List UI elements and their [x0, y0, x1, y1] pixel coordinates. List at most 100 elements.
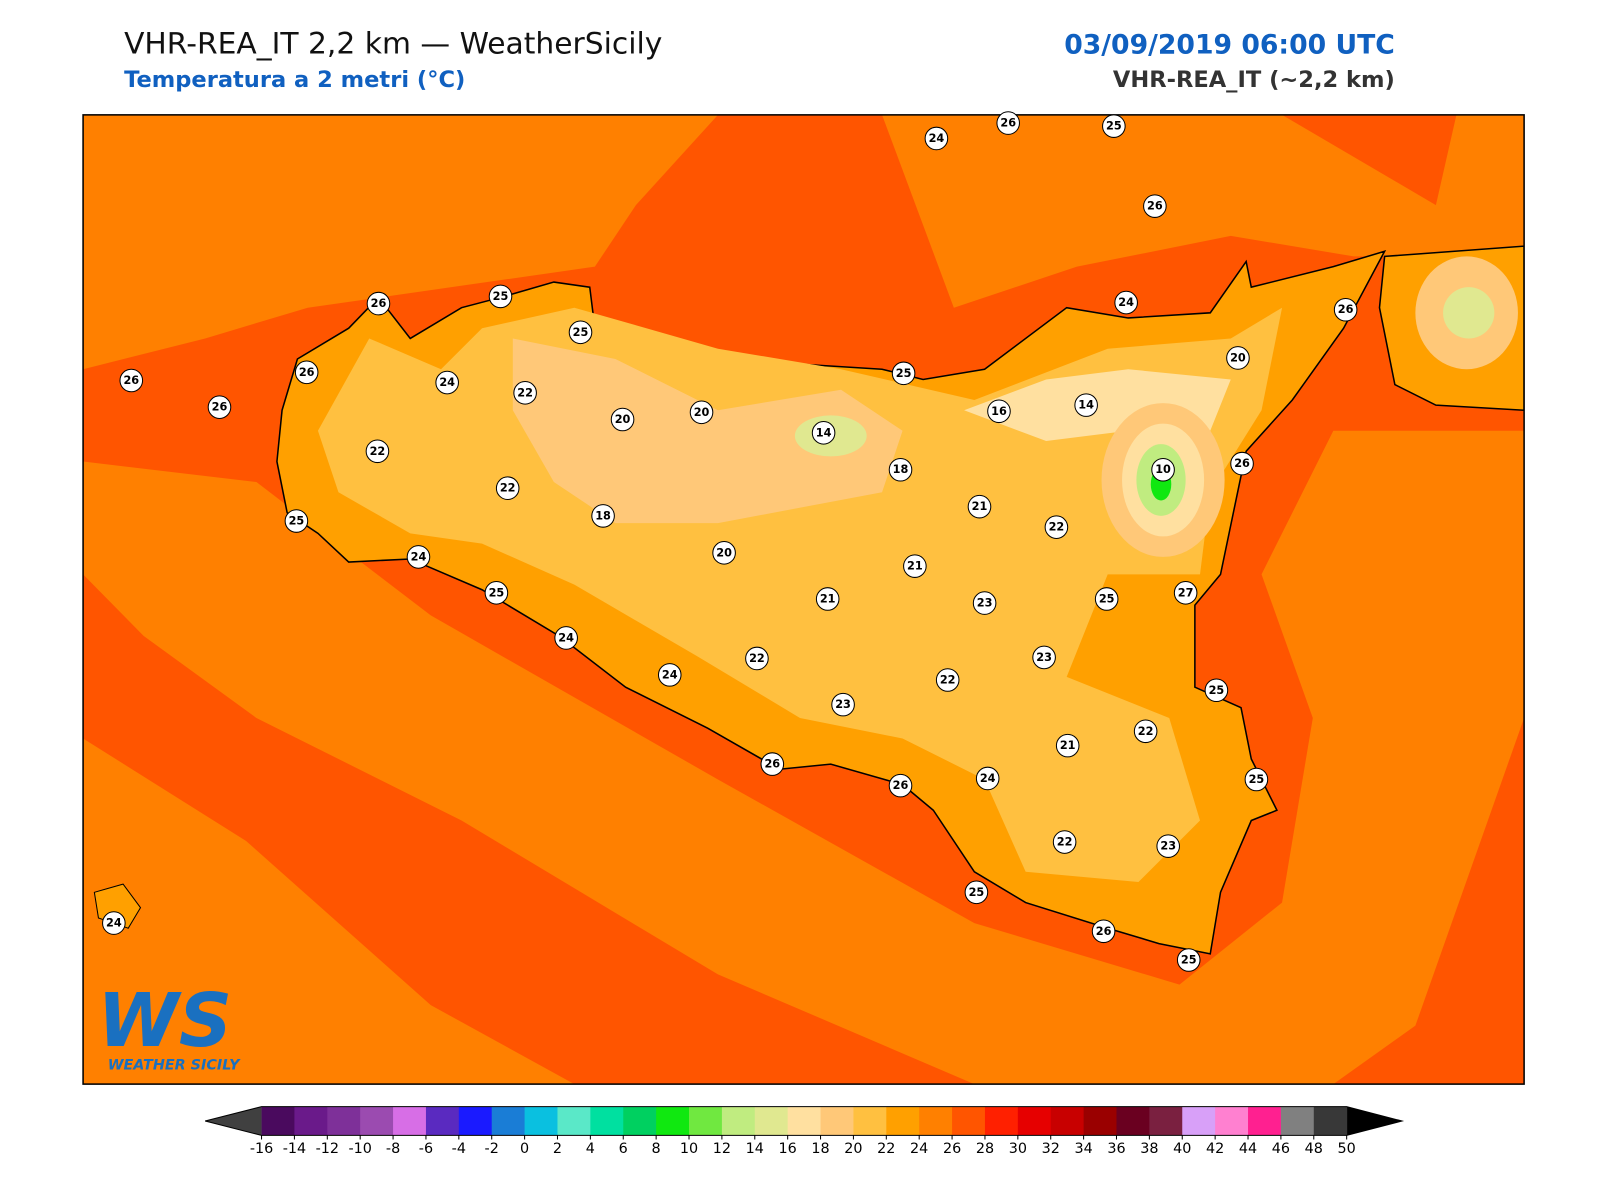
colorbar-tick-label: -6: [419, 1141, 433, 1157]
station-marker: [1032, 645, 1056, 670]
station-value: 25: [1099, 592, 1115, 605]
colorbar-tick-label: 42: [1206, 1141, 1224, 1157]
colorbar-tick-label: -14: [283, 1141, 306, 1157]
colorbar-swatch: [360, 1106, 394, 1136]
station-value: 23: [1160, 840, 1176, 853]
station-value: 25: [1181, 954, 1197, 967]
colorbar-tick-label: 20: [844, 1141, 862, 1157]
station-marker: [610, 407, 635, 432]
station-value: 20: [694, 406, 710, 419]
colorbar-tick-label: 0: [520, 1141, 529, 1157]
colorbar-tick-label: -8: [386, 1141, 400, 1157]
station-marker: [591, 504, 615, 528]
station-value: 18: [893, 463, 909, 476]
station-value: 24: [558, 631, 574, 644]
station-value: 22: [517, 386, 533, 399]
colorbar-swatch: [557, 1106, 591, 1136]
sea-warm: [83, 114, 718, 370]
station-value: 22: [1049, 521, 1065, 534]
station-value: 24: [106, 917, 122, 930]
colorbar-tick-label: -4: [452, 1141, 466, 1157]
map: [83, 114, 1525, 1085]
station-marker: [891, 361, 916, 386]
colorbar-swatch: [689, 1106, 723, 1136]
colorbar-tick-label: 34: [1074, 1141, 1092, 1157]
colorbar-swatch: [1182, 1106, 1216, 1136]
station-marker: [1133, 719, 1158, 744]
subtitle: Temperatura a 2 metri (°C): [124, 67, 465, 93]
station-marker: [745, 646, 769, 671]
station-value: 22: [500, 482, 516, 495]
colorbar-swatch: [754, 1106, 789, 1136]
station-marker: [366, 291, 391, 316]
colorbar-swatch: [1083, 1106, 1118, 1136]
station-value: 26: [299, 366, 315, 379]
colorbar-tick-label: 46: [1272, 1141, 1290, 1157]
station-marker: [996, 111, 1020, 135]
station-value: 23: [977, 597, 993, 610]
station-value: 20: [615, 413, 631, 426]
station-marker: [1052, 830, 1077, 854]
calabria-hills: [1443, 287, 1495, 339]
colorbar-tick-label: 8: [652, 1141, 661, 1157]
station-value: 26: [371, 297, 387, 310]
colorbar-tick-label: 14: [746, 1141, 764, 1157]
station-value: 26: [1234, 457, 1250, 470]
colorbar-swatch: [1248, 1106, 1282, 1136]
station-marker: [1156, 834, 1180, 858]
station-marker: [406, 545, 431, 569]
station-marker: [1244, 767, 1269, 792]
colorbar-swatch: [1313, 1106, 1348, 1136]
colorbar-swatch: [261, 1106, 295, 1136]
station-value: 24: [1118, 296, 1134, 309]
station-value: 25: [489, 586, 505, 599]
station-marker: [689, 400, 714, 425]
station-marker: [1143, 194, 1167, 218]
colorbar-swatch: [393, 1106, 427, 1136]
station-marker: [964, 880, 989, 905]
station-value: 24: [439, 376, 455, 389]
colorbar-swatch: [458, 1106, 493, 1136]
colorbar-tick-label: 18: [811, 1141, 829, 1157]
colorbar-swatch: [1017, 1106, 1052, 1136]
colorbar-swatch: [623, 1106, 657, 1136]
station-value: 26: [1096, 925, 1112, 938]
station-value: 25: [896, 367, 912, 380]
station-marker: [102, 911, 126, 935]
station-marker: [365, 439, 390, 464]
station-value: 16: [991, 405, 1007, 418]
station-value: 21: [820, 592, 836, 605]
colorbar-tick-label: 16: [779, 1141, 797, 1157]
station-marker: [888, 457, 913, 482]
colorbar-swatch: [524, 1106, 558, 1136]
station-marker: [488, 284, 513, 309]
sea-warm: [882, 114, 1525, 308]
logo-mark: WS: [97, 978, 232, 1064]
station-value: 25: [969, 886, 985, 899]
station-marker: [484, 581, 509, 605]
station-marker: [1151, 457, 1175, 482]
station-marker: [495, 476, 520, 500]
colorbar-tick-label: 38: [1140, 1141, 1158, 1157]
station-marker: [935, 668, 960, 692]
colorbar-swatch: [1280, 1106, 1315, 1136]
station-marker: [1074, 393, 1098, 417]
colorbar-swatch: [425, 1106, 460, 1136]
station-value: 26: [764, 758, 780, 771]
colorbar-swatch: [491, 1106, 526, 1136]
logo-name: WEATHER SICILY: [108, 1058, 241, 1074]
station-value: 21: [1060, 739, 1076, 752]
station-marker: [1091, 919, 1116, 944]
colorbar-swatch: [327, 1106, 361, 1136]
station-value: 22: [1057, 836, 1073, 849]
colorbar-swatch: [952, 1106, 986, 1136]
stations: 24 26 25 26 26 25 25 24 26 26 26 24 22 25 20 26 20 20 14 16…: [102, 111, 1358, 972]
date: 03/09/2019 06:00 UTC: [1064, 29, 1395, 60]
station-marker: [657, 663, 682, 687]
colorbar-under: [205, 1106, 262, 1136]
sea-warm: [83, 738, 575, 1085]
station-marker: [1333, 297, 1358, 322]
colorbar-tick-label: 30: [1009, 1141, 1027, 1157]
